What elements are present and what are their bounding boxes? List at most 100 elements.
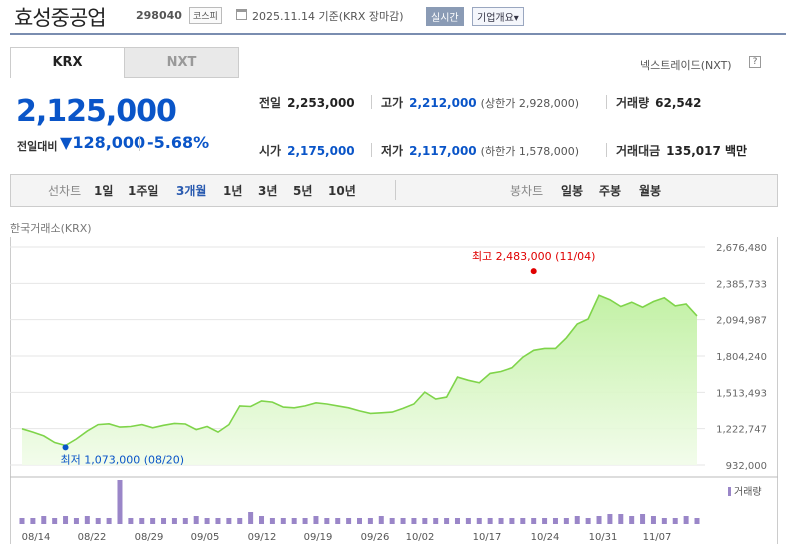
volume-bar: [400, 518, 406, 524]
volume-bar: [574, 516, 580, 524]
period-1w[interactable]: 1주일: [128, 184, 159, 198]
line-chart-label: 선차트: [48, 184, 82, 198]
candle-monthly[interactable]: 월봉: [639, 184, 662, 198]
volume-bar: [433, 518, 439, 524]
help-icon[interactable]: ?: [749, 56, 761, 68]
period-10y[interactable]: 10년: [328, 184, 356, 198]
volume-bar: [150, 518, 156, 524]
volume-bar: [84, 516, 90, 524]
volume-bar: [607, 514, 613, 524]
y-tick-label: 2,385,733: [716, 279, 767, 290]
current-price: 2,125,000: [16, 94, 177, 129]
stock-code: 298040: [136, 9, 182, 22]
stat-high: 고가 2,212,000 (상한가 2,928,000): [381, 94, 579, 111]
volume-bar: [259, 516, 265, 524]
stat-volume: 거래량 62,542: [616, 94, 701, 111]
volume-bar: [171, 518, 177, 524]
tab-nxt[interactable]: NXT: [124, 47, 239, 78]
volume-bar: [182, 518, 188, 524]
y-tick-label: 2,676,480: [716, 243, 767, 254]
y-tick-label: 1,804,240: [716, 352, 767, 363]
volume-legend: 거래량: [734, 486, 762, 498]
upper-limit: (상한가 2,928,000): [480, 97, 580, 110]
change-divider: [139, 137, 140, 151]
stat-amount: 거래대금 135,017 백만: [616, 142, 747, 159]
calendar-icon: [236, 9, 247, 20]
volume-bar: [694, 518, 700, 524]
period-3m[interactable]: 3개월: [176, 184, 207, 198]
volume-bar: [302, 518, 308, 524]
volume-bar: [618, 514, 624, 524]
price-area: [22, 295, 697, 465]
y-tick-label: 1,222,747: [716, 425, 767, 436]
volume-bar: [596, 516, 602, 524]
stat-divider: [606, 95, 607, 109]
volume-bar: [41, 516, 47, 524]
volume-bar: [520, 518, 526, 524]
x-tick-label: 08/22: [78, 532, 107, 543]
volume-bar: [509, 518, 515, 524]
x-tick-label: 11/07: [643, 532, 672, 543]
volume-bar: [324, 518, 330, 524]
period-3y[interactable]: 3년: [258, 184, 278, 198]
volume-bar: [552, 518, 558, 524]
stat-value: 62,542: [655, 96, 702, 110]
period-1y[interactable]: 1년: [223, 184, 243, 198]
candle-daily[interactable]: 일봉: [561, 184, 584, 198]
volume-bar: [476, 518, 482, 524]
volume-bar: [269, 518, 275, 524]
candle-weekly[interactable]: 주봉: [599, 184, 622, 198]
x-tick-label: 10/17: [473, 532, 502, 543]
max-marker: [530, 268, 537, 275]
x-tick-label: 10/24: [531, 532, 560, 543]
candle-chart-label: 봉차트: [510, 184, 544, 198]
y-tick-label: 1,513,493: [716, 388, 767, 399]
volume-bar: [73, 518, 79, 524]
volume-bar: [226, 518, 232, 524]
volume-bar: [422, 518, 428, 524]
x-tick-label: 10/31: [589, 532, 618, 543]
volume-bar: [248, 512, 254, 524]
stat-label: 거래량: [616, 96, 650, 110]
period-5y[interactable]: 5년: [293, 184, 313, 198]
stat-label: 거래대금: [616, 144, 661, 158]
volume-bar: [106, 518, 112, 524]
volume-bar: [193, 516, 199, 524]
stat-low: 저가 2,117,000 (하한가 1,578,000): [381, 142, 579, 159]
chart-source: 한국거래소(KRX): [10, 222, 92, 235]
period-1d[interactable]: 1일: [94, 184, 114, 198]
tab-krx[interactable]: KRX: [10, 47, 125, 78]
volume-bar: [346, 518, 352, 524]
corp-overview-dropdown[interactable]: 기업개요▾: [472, 7, 524, 26]
toolbar-divider: [395, 180, 396, 200]
change-amount: 128,000: [72, 133, 146, 152]
volume-bar: [650, 516, 656, 524]
volume-bar: [117, 480, 123, 524]
stat-label: 시가: [259, 144, 282, 158]
max-label: 최고 2,483,000 (11/04): [472, 250, 596, 263]
volume-bar: [563, 518, 569, 524]
nextrade-link[interactable]: 넥스트레이드(NXT): [640, 59, 732, 72]
volume-bar: [629, 516, 635, 524]
volume-bar: [378, 516, 384, 524]
volume-bar: [661, 518, 667, 524]
stat-label: 전일: [259, 96, 282, 110]
volume-bar: [30, 518, 36, 524]
x-tick-label: 09/12: [248, 532, 277, 543]
min-label: 최저 1,073,000 (08/20): [61, 453, 185, 466]
stat-value: 2,253,000: [287, 96, 355, 110]
stat-divider: [606, 143, 607, 157]
volume-bar: [280, 518, 286, 524]
reference-date: 2025.11.14 기준(KRX 장마감): [252, 10, 404, 23]
volume-bar: [335, 518, 341, 524]
volume-bar: [389, 518, 395, 524]
volume-bar: [585, 518, 591, 524]
realtime-button[interactable]: 실시간: [426, 7, 464, 26]
volume-bar: [672, 518, 678, 524]
volume-bar: [19, 518, 25, 524]
period-toolbar: [10, 174, 778, 207]
volume-bar: [313, 516, 319, 524]
company-name: 효성중공업: [14, 6, 107, 30]
volume-bar: [128, 518, 134, 524]
